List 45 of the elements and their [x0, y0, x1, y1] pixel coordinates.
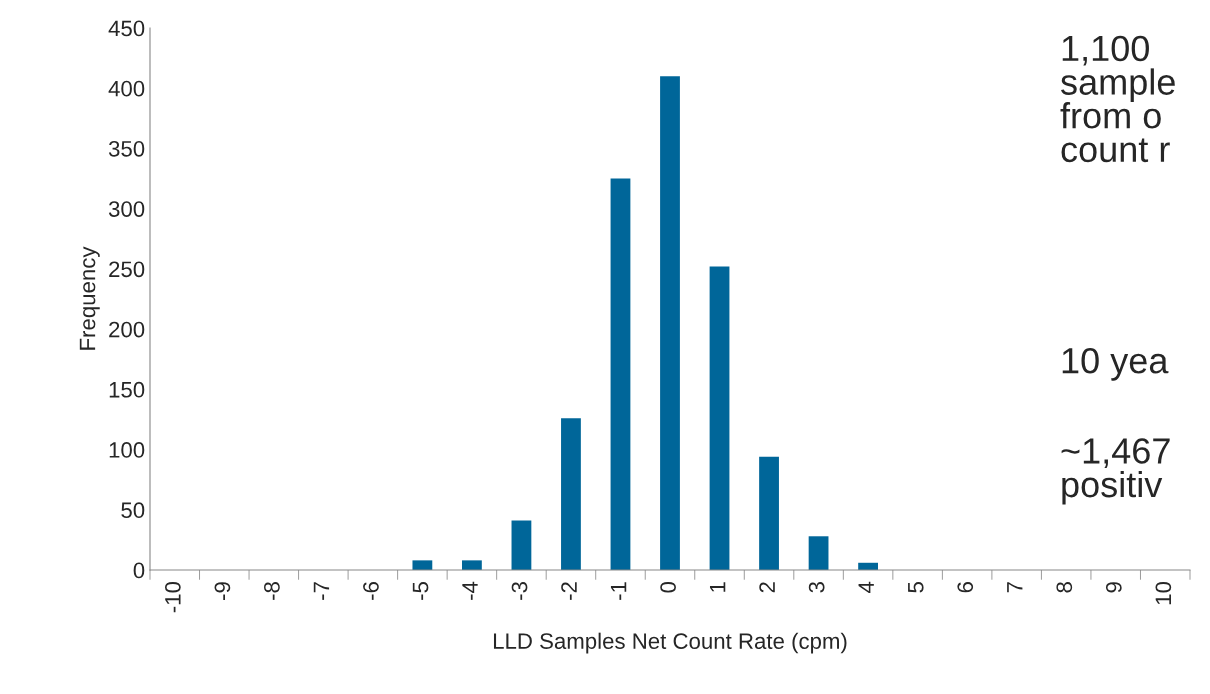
x-tick-label: 1	[709, 582, 726, 592]
y-tick-label: 200	[109, 321, 145, 338]
x-tick-label: 6	[957, 582, 974, 593]
bar	[412, 560, 433, 570]
y-tick-label: 450	[108, 20, 145, 37]
x-tick-label: 4	[858, 581, 874, 593]
x-tick-label: -5	[412, 582, 429, 600]
bar	[660, 76, 680, 570]
y-tick-label: 150	[109, 381, 145, 398]
x-tick-label: -4	[462, 581, 478, 600]
x-tick-label: 0	[660, 581, 676, 593]
x-tick-label: -6	[363, 582, 379, 600]
x-tick-label: -8	[264, 582, 280, 600]
bar	[709, 266, 730, 570]
x-tick-label: 8	[1056, 582, 1073, 593]
x-tick-label: 7	[1007, 582, 1023, 593]
annotation: 10 yea	[1062, 347, 1169, 381]
y-tick-label: 0	[133, 562, 145, 579]
bar	[808, 536, 829, 570]
x-tick-label: -7	[313, 582, 330, 600]
bar	[462, 560, 482, 570]
x-tick-label: 9	[1105, 582, 1122, 593]
bar	[610, 178, 631, 570]
x-tick-label: 5	[908, 582, 924, 593]
y-tick-label: 350	[108, 140, 145, 157]
bar	[759, 456, 779, 570]
annotation: 1,100 sample from o count r	[1060, 35, 1175, 163]
x-axis-title: LLD Samples Net Count Rate (cpm)	[493, 632, 847, 654]
y-axis-title: Frequency	[79, 246, 100, 350]
x-tick-label: 2	[759, 582, 775, 593]
y-tick-label: 50	[121, 502, 145, 519]
y-tick-label: 400	[108, 80, 145, 97]
y-tick-label: 100	[109, 442, 145, 458]
annotation: ~1,467 positiv	[1061, 438, 1170, 505]
x-tick-label: 3	[808, 582, 825, 593]
x-tick-label: -9	[214, 582, 231, 600]
y-tick-label: 300	[108, 201, 145, 217]
x-tick-label: -10	[164, 581, 181, 613]
bar	[511, 520, 532, 570]
x-tick-label: -3	[511, 582, 528, 600]
x-tick-label: 10	[1155, 581, 1172, 605]
x-tick-label: -2	[561, 582, 577, 600]
y-tick-label: 250	[109, 261, 145, 278]
x-tick-label: -1	[610, 582, 627, 600]
bar	[561, 418, 581, 570]
